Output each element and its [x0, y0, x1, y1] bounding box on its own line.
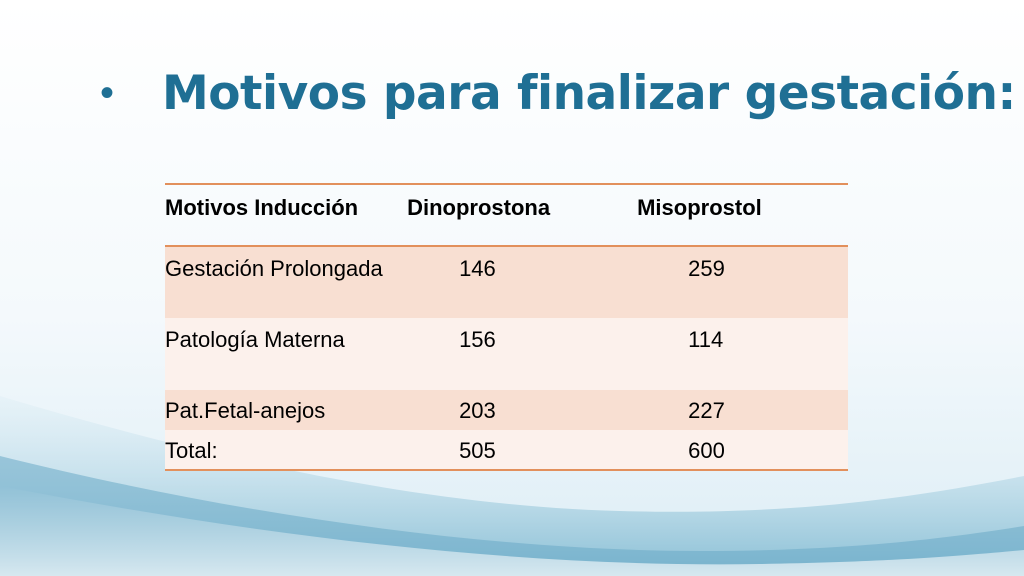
table-header-row: Motivos Inducción Dinoprostona Misoprost… [165, 184, 848, 246]
table-row: Patología Materna 156 114 [165, 318, 848, 390]
cell-motivo: Patología Materna [165, 327, 345, 352]
header-dinoprostona: Dinoprostona [407, 195, 551, 220]
cell-total-misoprostol: 600 [688, 438, 725, 463]
background-wave-decoration [0, 396, 1024, 576]
header-motivos: Motivos Inducción [165, 195, 359, 220]
slide-title-row: • Motivos para finalizar gestación: [100, 58, 1016, 128]
cell-misoprostol: 114 [688, 327, 724, 352]
cell-dinoprostona: 146 [459, 256, 496, 281]
slide-title: Motivos para finalizar gestación: [162, 65, 1016, 121]
cell-total-dinoprostona: 505 [459, 438, 496, 463]
induction-reasons-table: Motivos Inducción Dinoprostona Misoprost… [165, 183, 848, 471]
cell-misoprostol: 227 [688, 398, 725, 423]
cell-misoprostol: 259 [688, 256, 725, 281]
table-row: Pat.Fetal-anejos 203 227 [165, 390, 848, 430]
cell-total-label: Total: [165, 438, 218, 463]
cell-dinoprostona: 203 [459, 398, 496, 423]
header-misoprostol: Misoprostol [637, 195, 762, 220]
cell-motivo: Gestación Prolongada [165, 256, 383, 281]
bullet-icon: • [100, 71, 115, 115]
table-row: Gestación Prolongada 146 259 [165, 246, 848, 318]
cell-motivo: Pat.Fetal-anejos [165, 398, 326, 423]
cell-dinoprostona: 156 [459, 327, 496, 352]
table-total-row: Total: 505 600 [165, 430, 848, 470]
